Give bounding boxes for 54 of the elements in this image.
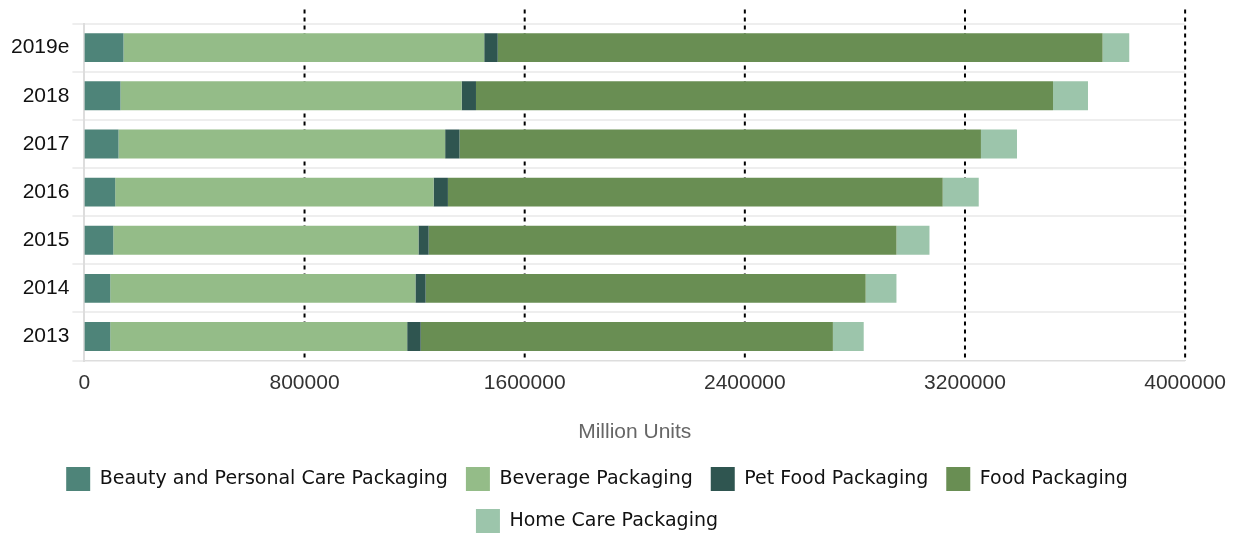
bar [84, 81, 121, 111]
legend-label: Pet Food Packaging [744, 465, 929, 488]
bar [484, 33, 498, 63]
y-tick-label: 2014 [22, 275, 70, 299]
bar [110, 273, 416, 303]
x-tick-label: 2400000 [703, 370, 786, 393]
y-tick-label: 2015 [22, 227, 70, 251]
x-tick-label: 1600000 [483, 370, 566, 393]
bar [420, 322, 833, 351]
bar [407, 322, 421, 351]
bar [84, 225, 114, 255]
y-tick-label: 2016 [22, 178, 70, 202]
bar [118, 129, 446, 159]
bar [425, 273, 866, 303]
x-tick-label: 4000000 [1144, 370, 1227, 393]
legend-label: Beverage Packaging [499, 465, 693, 488]
bar [459, 129, 981, 159]
bar [1053, 81, 1088, 111]
y-tick-label: 2018 [22, 82, 70, 106]
bar [942, 177, 979, 207]
bar [896, 225, 930, 255]
x-tick-label: 0 [78, 370, 91, 393]
bar [418, 225, 429, 255]
bar [113, 225, 419, 255]
bar [415, 273, 426, 303]
bar [461, 81, 476, 111]
bar [120, 81, 462, 111]
legend-label: Food Packaging [979, 465, 1128, 488]
bar [433, 177, 448, 207]
bar [475, 81, 1054, 111]
bar [84, 177, 116, 207]
bar [110, 322, 408, 351]
bar [84, 322, 111, 351]
bar [832, 322, 864, 351]
y-tick-label: 2017 [22, 130, 70, 154]
bar [1102, 33, 1130, 63]
legend-label: Home Care Packaging [509, 507, 719, 530]
bar [84, 273, 111, 303]
bar [447, 177, 943, 207]
bar [428, 225, 897, 255]
bar [84, 129, 119, 159]
bar [980, 129, 1017, 159]
bar [497, 33, 1103, 63]
y-tick-label: 2013 [22, 323, 70, 347]
bar [84, 33, 124, 63]
bar [115, 177, 434, 207]
x-tick-label: 800000 [269, 370, 340, 393]
bar [445, 129, 460, 159]
bar [123, 33, 485, 63]
x-axis-title: Million Units [578, 419, 692, 443]
x-tick-label: 3200000 [924, 370, 1006, 393]
bar [865, 273, 897, 303]
legend-label: Beauty and Personal Care Packaging [99, 465, 448, 488]
y-tick-label: 2019e [10, 34, 70, 58]
